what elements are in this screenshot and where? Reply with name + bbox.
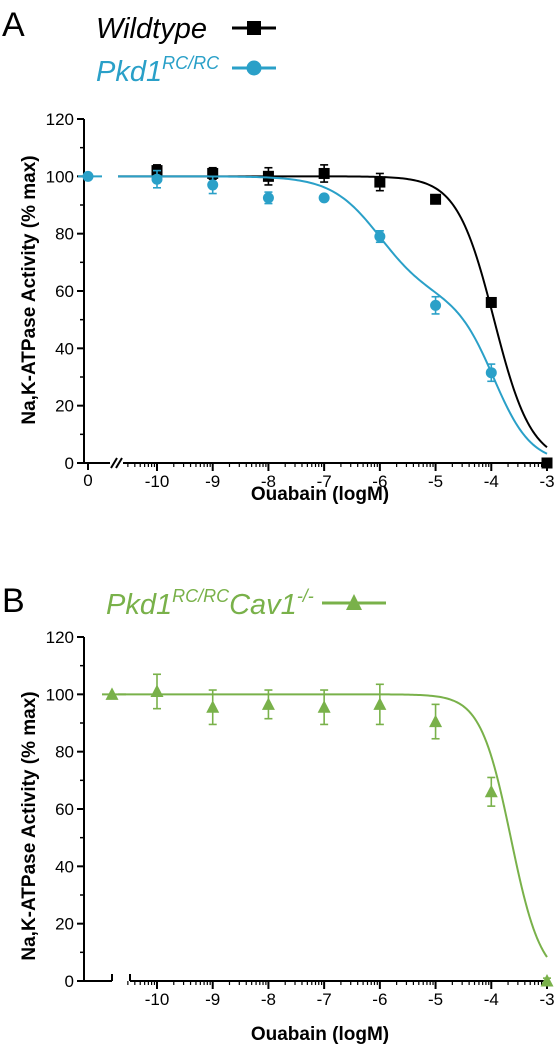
series-a-0-fit-curve bbox=[118, 175, 548, 448]
series-b-0-zero-point bbox=[105, 687, 119, 700]
x-tick-label-a: -3 bbox=[539, 472, 554, 491]
y-tick-label-a: 20 bbox=[55, 397, 74, 416]
x-tick-label-a: -9 bbox=[205, 472, 220, 491]
y-axis-title-b: Na,K-ATPase Activity (% max) bbox=[19, 691, 40, 960]
x-axis-title-b: Ouabain (logM) bbox=[251, 1024, 389, 1045]
x-tick-label-b: -5 bbox=[428, 990, 443, 1009]
series-a-1-fit-curve bbox=[118, 175, 548, 455]
legend-b-text: Pkd1RC/RCCav1-/- bbox=[106, 586, 314, 621]
panel-letter-a: A bbox=[2, 6, 25, 44]
series-a-0-point bbox=[541, 457, 553, 469]
legend-b: Pkd1RC/RCCav1-/- bbox=[106, 586, 386, 621]
series-a-0-point bbox=[318, 167, 330, 179]
plot-area-a: 0 20 40 60 80 100 120 -10 -9 -8 -7 -6 -5 -4 -3 bbox=[46, 110, 555, 491]
axis-break-mark-a bbox=[115, 457, 123, 469]
y-tick-label-b: 100 bbox=[46, 685, 74, 704]
y-tick-label-a: 0 bbox=[65, 454, 74, 473]
axis-break-mark-a bbox=[110, 457, 118, 469]
series-b-0-point bbox=[540, 974, 554, 987]
y-tick-label-a: 40 bbox=[55, 339, 74, 358]
series-a-0-point bbox=[485, 296, 497, 308]
x-tick-label-b: -8 bbox=[261, 990, 276, 1009]
x-tick-label-a: -10 bbox=[145, 472, 170, 491]
legend-a-wildtype-text: Wildtype bbox=[96, 13, 207, 45]
x-tick-label-a: -7 bbox=[317, 472, 332, 491]
y-tick-label-b: 80 bbox=[55, 743, 74, 762]
y-tick-label-b: 40 bbox=[55, 857, 74, 876]
series-a-1-point bbox=[430, 299, 442, 311]
series-a-0-point bbox=[262, 170, 274, 182]
y-tick-label-a: 80 bbox=[55, 225, 74, 244]
x-axis-title-a: Ouabain (logM) bbox=[251, 484, 389, 505]
y-tick-label-b: 0 bbox=[65, 972, 74, 991]
y-tick-label-b: 60 bbox=[55, 800, 74, 819]
series-a-1-point bbox=[374, 231, 386, 243]
y-tick-label-b: 120 bbox=[46, 628, 74, 647]
y-tick-label-a: 120 bbox=[46, 110, 74, 129]
series-b-0-point bbox=[484, 784, 498, 798]
panel-letter-b: B bbox=[2, 582, 25, 620]
series-b-0-point bbox=[150, 684, 164, 697]
series-a-0-point bbox=[430, 193, 442, 205]
series-a-1-point bbox=[262, 192, 274, 204]
x-tick-label-a: -4 bbox=[484, 472, 499, 491]
series-a-0-point bbox=[207, 167, 219, 179]
y-tick-label-a: 100 bbox=[46, 167, 74, 186]
series-a-1-point bbox=[485, 367, 497, 379]
y-tick-label-b: 20 bbox=[55, 915, 74, 934]
x-tick-label-b: -4 bbox=[484, 990, 499, 1009]
legend-a-wildtype-marker bbox=[247, 21, 261, 35]
x-tick-label-a: -6 bbox=[372, 472, 387, 491]
x-tick-label-a: -5 bbox=[428, 472, 443, 491]
series-a-1-point bbox=[318, 192, 330, 204]
x-tick-label-b: -7 bbox=[317, 990, 332, 1009]
x-tick-label-b: -9 bbox=[205, 990, 220, 1009]
series-b-0-point bbox=[373, 697, 387, 710]
series-a-1-zero-point bbox=[82, 170, 94, 182]
series-a-1-point bbox=[207, 179, 219, 191]
series-b-0-point bbox=[429, 714, 443, 728]
x-tick-label-b: -6 bbox=[372, 990, 387, 1009]
plot-area-b: 0 20 40 60 80 100 120 -10 -9 -8 -7 -6 -5 -4 -3 bbox=[46, 628, 555, 1009]
series-a-0-point bbox=[374, 176, 386, 188]
x-tick-label-b: -3 bbox=[539, 990, 554, 1009]
series-b-0-point bbox=[317, 700, 331, 713]
series-b-0-point bbox=[261, 697, 275, 710]
series-b-0-point bbox=[206, 700, 220, 713]
y-tick-label-a: 60 bbox=[55, 282, 74, 301]
legend-a: Wildtype Pkd1RC/RC bbox=[96, 13, 276, 88]
x-tick-label-zero-a: 0 bbox=[83, 471, 92, 490]
y-axis-title-a: Na,K-ATPase Activity (% max) bbox=[19, 155, 40, 424]
x-tick-label-a: -8 bbox=[261, 472, 276, 491]
series-b-0-fit-curve bbox=[118, 693, 548, 958]
legend-b-marker bbox=[346, 594, 362, 610]
series-a-1-point bbox=[151, 173, 163, 185]
legend-a-pkd1-marker bbox=[246, 60, 262, 76]
x-tick-label-b: -10 bbox=[145, 990, 170, 1009]
legend-a-pkd1-text: Pkd1RC/RC bbox=[96, 53, 220, 88]
